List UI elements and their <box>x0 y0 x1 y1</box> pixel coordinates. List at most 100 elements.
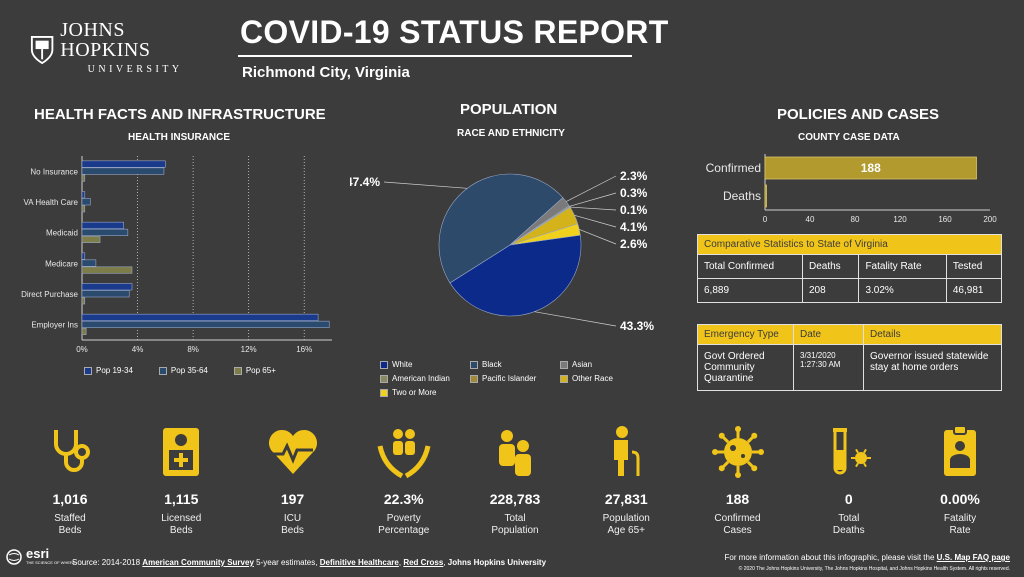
stat-label-line: Total <box>838 513 860 524</box>
stat-label-line: Cases <box>723 525 752 536</box>
stat-label-line: Total <box>504 513 526 524</box>
more-info-text: For more information about this infograp… <box>724 553 935 562</box>
pie-value-label: 0.3% <box>620 186 648 200</box>
legend-label: Black <box>482 360 502 369</box>
insurance-bar <box>81 297 86 305</box>
legend-item: Two or More <box>380 388 470 397</box>
stat-label-line: Percentage <box>378 525 430 536</box>
stat-value: 27,831 <box>604 491 648 507</box>
policies-heading: POLICIES AND CASES <box>777 106 939 123</box>
case-category-label: Deaths <box>723 189 761 203</box>
stat-value: 228,783 <box>489 491 541 507</box>
source-dh-link[interactable]: Definitive Healthcare <box>319 558 399 567</box>
x-tick-label: 16% <box>296 345 312 354</box>
stat-card: 22.3% Poverty Percentage <box>354 424 454 537</box>
insurance-bar <box>81 283 133 291</box>
x-tick-label: 160 <box>938 215 952 224</box>
test-tube-icon <box>832 428 871 475</box>
stat-label-line: Licensed <box>161 513 202 524</box>
stat-card: 1,016 Staffed Beds <box>20 424 120 537</box>
emergency-details: Governor issued statewide stay at home o… <box>863 344 1002 391</box>
legend-item: Pop 19-34 <box>84 366 133 375</box>
comparative-title: Comparative Statistics to State of Virgi… <box>697 234 1002 255</box>
esri-wordmark: esri <box>26 546 50 561</box>
stat-label: Population Age 65+ <box>576 513 676 537</box>
pie-value-label: 47.4% <box>350 175 380 189</box>
more-info: For more information about this infograp… <box>725 553 1010 562</box>
stat-value: 0 <box>844 491 853 507</box>
pie-value-label: 2.6% <box>620 237 648 251</box>
comparative-header: Total Confirmed <box>697 254 803 279</box>
legend-item: Pop 35-64 <box>158 366 208 375</box>
family-icon <box>499 430 531 476</box>
race-pie-chart: 43.3% 47.4% 2.3% 0.3% 0.1% 4.1% 2.6% <box>350 169 654 333</box>
health-heading: HEALTH FACTS AND INFRASTRUCTURE <box>34 106 326 123</box>
jhu-logo: JOHNS HOPKINS UNIVERSITY <box>30 20 210 75</box>
stat-card: 188 Confirmed Cases <box>688 424 788 537</box>
insurance-bar <box>81 167 165 175</box>
stat-card: 27,831 Population Age 65+ <box>576 424 676 537</box>
emergency-type: Govt Ordered Community Quarantine <box>697 344 794 391</box>
legend-label: Pop 35-64 <box>170 366 208 375</box>
legend-label: Two or More <box>392 388 437 397</box>
emergency-table: Emergency Type Date Details Govt Ordered… <box>697 324 1002 391</box>
pie-value-label: 0.1% <box>620 203 648 217</box>
stat-card: 0.00% Fatality Rate <box>910 424 1010 537</box>
x-tick-label: 80 <box>851 215 860 224</box>
stat-label: Poverty Percentage <box>354 513 454 537</box>
x-tick-label: 40 <box>806 215 815 224</box>
stat-label-line: Beds <box>281 525 304 536</box>
leader-line <box>570 206 617 211</box>
health-subheading: HEALTH INSURANCE <box>128 132 231 143</box>
stat-label-line: Population <box>491 525 539 536</box>
pie-value-label: 43.3% <box>620 319 654 333</box>
stat-value: 188 <box>725 491 750 507</box>
stat-label-line: Beds <box>169 525 193 536</box>
case-category-label: Confirmed <box>706 161 761 175</box>
legend-swatch <box>233 366 242 375</box>
esri-tagline: THE SCIENCE OF WHERE <box>26 560 76 565</box>
comparative-value: 6,889 <box>697 278 803 303</box>
source-acs-link[interactable]: American Community Survey <box>142 558 254 567</box>
source-line: Source: 2014-2018 American Community Sur… <box>72 558 547 567</box>
stat-value: 0.00% <box>940 491 980 507</box>
policies-subheading: COUNTY CASE DATA <box>798 132 900 143</box>
legend-swatch <box>380 388 388 397</box>
logo-wordmark: JOHNS HOPKINS UNIVERSITY <box>60 20 210 80</box>
emergency-date: 3/31/2020 1:27:30 AM <box>793 344 864 391</box>
stat-label-line: Staffed <box>54 513 86 524</box>
insurance-bar <box>81 327 87 335</box>
legend-swatch <box>380 360 388 369</box>
logo-name: JOHNS HOPKINS <box>60 19 151 61</box>
faq-link[interactable]: U.S. Map FAQ page <box>936 553 1010 562</box>
stat-label-line: Age 65+ <box>607 525 646 536</box>
x-tick-label: 8% <box>187 345 199 354</box>
stat-label-line: Beds <box>58 525 82 536</box>
stethoscope-icon <box>54 430 90 472</box>
x-tick-label: 0 <box>763 215 768 224</box>
title-underline <box>238 55 632 57</box>
stat-value: 197 <box>280 491 305 507</box>
comparative-header: Fatality Rate <box>858 254 947 279</box>
case-value-label: 188 <box>861 161 881 175</box>
insurance-bar <box>81 313 319 321</box>
source-rc-link[interactable]: Red Cross <box>403 558 444 567</box>
legend-label: Pacific Islander <box>482 374 537 383</box>
x-tick-label: 200 <box>983 215 997 224</box>
legend-item: Other Race <box>560 374 650 383</box>
shield-icon <box>30 36 54 65</box>
leader-line <box>383 181 468 189</box>
stat-label-line: Population <box>602 513 650 524</box>
virus-icon <box>711 426 764 478</box>
heart-pulse-icon <box>268 429 317 474</box>
insurance-bar <box>81 205 86 213</box>
source-prefix: Source: 2014-2018 <box>72 558 141 567</box>
page-title: COVID-19 STATUS REPORT <box>240 14 669 50</box>
case-bar <box>764 184 767 208</box>
insurance-legend: Pop 19-34 Pop 35-64 Pop 65+ <box>84 366 276 375</box>
legend-item: American Indian <box>380 374 470 383</box>
stat-label-line: Confirmed <box>714 513 761 524</box>
legend-swatch <box>84 366 92 375</box>
population-heading: POPULATION <box>460 101 558 118</box>
stat-value: 22.3% <box>383 491 424 507</box>
